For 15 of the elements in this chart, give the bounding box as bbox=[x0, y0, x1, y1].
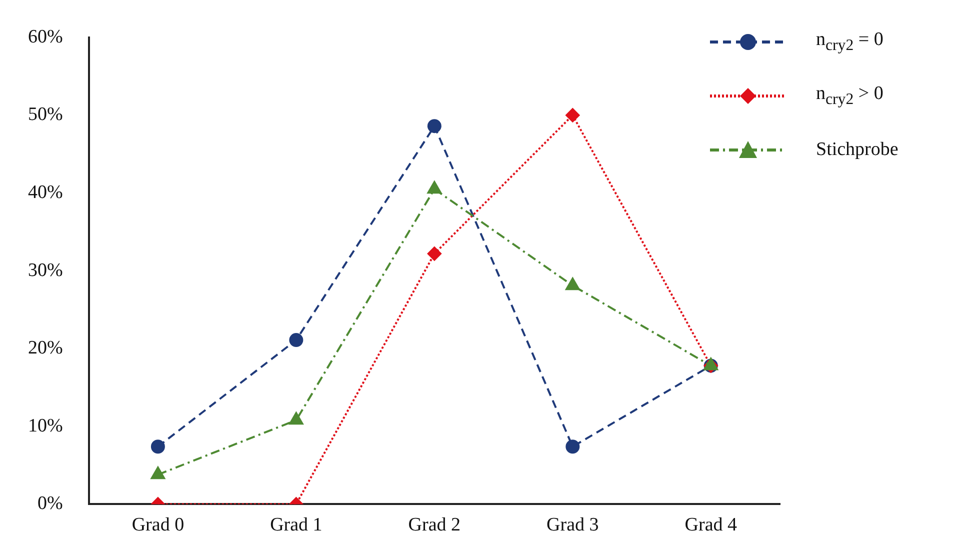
y-tick-label: 40% bbox=[28, 182, 63, 203]
y-tick-label: 60% bbox=[28, 26, 63, 48]
y-tick-label: 30% bbox=[28, 260, 63, 281]
x-tick-label: Grad 3 bbox=[546, 514, 599, 536]
x-tick-label: Grad 4 bbox=[684, 514, 738, 536]
y-tick-label: 50% bbox=[28, 104, 63, 126]
legend-label: n$_{cry2}$ > 0 bbox=[816, 83, 884, 109]
legend-label: n$_{cry2}$ = 0 bbox=[816, 29, 884, 55]
x-tick-label: Grad 0 bbox=[132, 514, 184, 536]
y-tick-label: 0% bbox=[38, 493, 63, 514]
y-tick-label: 20% bbox=[28, 338, 63, 359]
x-tick-label: Grad 1 bbox=[270, 514, 322, 536]
y-tick-label: 10% bbox=[28, 415, 63, 436]
x-tick-label: Grad 2 bbox=[408, 514, 461, 536]
legend-label: Stichprobe bbox=[816, 139, 898, 161]
